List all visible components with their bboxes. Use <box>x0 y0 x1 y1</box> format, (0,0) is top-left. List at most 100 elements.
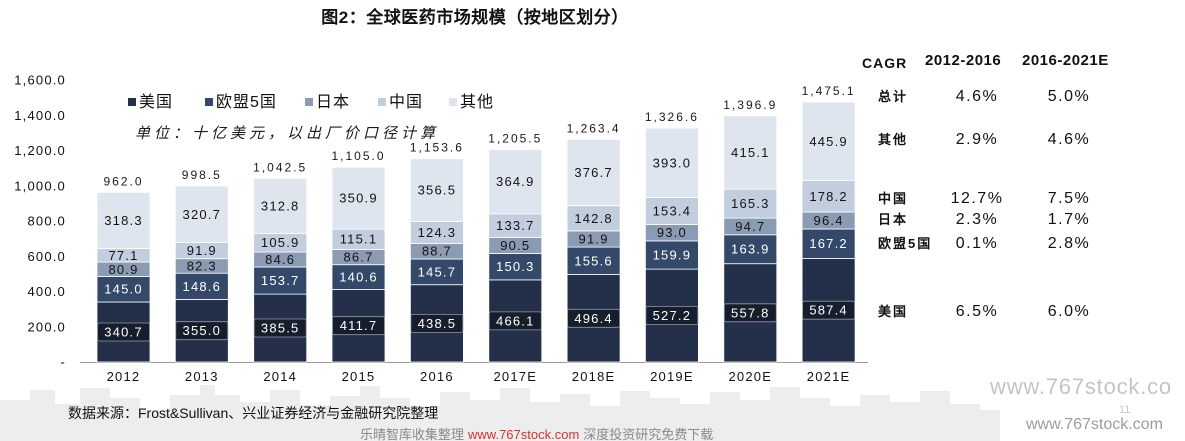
y-tick-label: 1,200.0 <box>14 143 66 158</box>
data-label-eu5-2020e: 163.9 <box>731 242 770 257</box>
data-label-japan-2017e: 90.5 <box>500 238 530 253</box>
y-tick-label: 200.0 <box>27 319 66 334</box>
cagr-header-label: CAGR <box>862 55 908 71</box>
data-label-box-us-2012 <box>97 322 150 342</box>
total-label-2019e: 1,326.6 <box>645 110 699 124</box>
total-label-2018e: 1,263.4 <box>567 121 621 135</box>
data-label-other-2013: 320.7 <box>183 207 222 222</box>
legend-item-us: 美国 <box>128 93 173 111</box>
legend-item-other: 其他 <box>449 93 493 111</box>
cagr-row-label: 中国 <box>878 191 909 206</box>
bar-segment-china-2021e <box>801 180 856 213</box>
legend-swatch-us <box>128 98 136 106</box>
data-label-us-2016: 438.5 <box>418 316 457 331</box>
data-label-china-2012: 77.1 <box>108 248 138 263</box>
cagr-header-period-1: 2012-2016 <box>925 52 1002 69</box>
x-tick-label-2014: 2014 <box>263 369 297 384</box>
site-watermark-small: www.767stock.com <box>1026 416 1163 433</box>
data-label-us-2014: 385.5 <box>261 321 300 336</box>
y-tick-label: - <box>60 355 66 370</box>
legend-label-japan: 日本 <box>316 93 350 111</box>
data-label-japan-2019e: 93.0 <box>657 225 687 240</box>
chart-legend: 美国 欧盟5国 日本 中国 其他 <box>128 93 493 111</box>
bar-segment-other-2017e <box>488 149 543 215</box>
data-label-us-2020e: 557.8 <box>731 305 770 320</box>
legend-swatch-china <box>378 98 386 106</box>
data-label-box-us-2015 <box>332 316 385 336</box>
legend-swatch-other <box>449 98 457 106</box>
data-label-us-2019e: 527.2 <box>653 308 692 323</box>
data-label-japan-2020e: 94.7 <box>735 219 765 234</box>
data-label-eu5-2017e: 150.3 <box>496 259 535 274</box>
x-axis-ticks: 2012 2013 2014 2015 2016 2017E 2018E 2019E 2020E… <box>107 369 851 384</box>
bar-segment-eu5-2016 <box>409 258 464 286</box>
legend-swatch-japan <box>305 98 313 106</box>
data-label-us-2015: 411.7 <box>340 318 378 333</box>
total-label-2012: 962.0 <box>103 174 143 188</box>
data-label-us-2018e: 496.4 <box>574 311 613 326</box>
data-label-china-2019e: 153.4 <box>653 204 692 219</box>
bar-segment-other-2013 <box>174 185 229 243</box>
legend-item-eu5: 欧盟5国 <box>205 93 277 111</box>
data-label-box-us-2014 <box>253 318 307 338</box>
data-label-china-2018e: 142.8 <box>574 211 613 226</box>
footer-watermark: 乐晴智库收集整理 www.767stock.com 深度投资研究免费下载 <box>360 428 717 441</box>
bar-segment-other-2015 <box>331 166 386 230</box>
bar-segment-other-2020e <box>723 115 778 190</box>
x-tick-label-2017e: 2017E <box>494 369 538 384</box>
cagr-value: 7.5% <box>1047 190 1091 207</box>
cagr-value: 1.7% <box>1047 211 1091 228</box>
cagr-value: 4.6% <box>955 88 999 105</box>
footer-watermark-left: 乐晴智库收集整理 <box>360 427 465 441</box>
data-label-japan-2013: 82.3 <box>187 259 217 274</box>
total-label-2020e: 1,396.9 <box>723 98 777 112</box>
total-label-2021e: 1,475.1 <box>802 84 856 98</box>
cagr-value: 6.0% <box>1047 303 1091 320</box>
legend-label-eu5: 欧盟5国 <box>216 93 277 111</box>
data-label-eu5-2013: 148.6 <box>183 279 222 294</box>
total-label-2017e: 1,205.5 <box>488 132 542 146</box>
data-label-china-2021e: 178.2 <box>809 189 848 204</box>
data-source-note: 数据来源：Frost&Sullivan、兴业证券经济与金融研究院整理 <box>68 405 439 421</box>
y-tick-label: 800.0 <box>27 214 66 229</box>
cagr-row-label: 美国 <box>878 304 909 319</box>
data-label-china-2015: 115.1 <box>340 232 378 247</box>
bar-segment-eu5-2015 <box>331 264 386 290</box>
footer-watermark-url: www.767stock.com <box>468 427 580 441</box>
bar-segment-eu5-2012 <box>96 275 151 303</box>
data-label-other-2015: 350.9 <box>339 191 378 206</box>
data-label-eu5-2019e: 159.9 <box>653 248 692 263</box>
data-label-box-us-2018e <box>567 308 620 328</box>
cagr-row-label: 欧盟5国 <box>878 236 933 251</box>
data-label-other-2014: 312.8 <box>261 198 300 213</box>
data-label-eu5-2015: 140.6 <box>339 270 378 285</box>
x-tick-label-2020e: 2020E <box>729 369 773 384</box>
bar-segment-eu5-2013 <box>174 272 229 300</box>
data-label-japan-2012: 80.9 <box>108 262 138 277</box>
data-label-box-us-2017e <box>488 311 542 331</box>
data-label-other-2012: 318.3 <box>104 213 143 228</box>
bar-segment-other-2021e <box>801 101 856 181</box>
data-label-eu5-2014: 153.7 <box>261 273 300 288</box>
bar-segment-eu5-2014 <box>253 266 308 295</box>
data-labels: 340.7 145.0 80.977.1 318.3 962.0 355.0 148.6 82… <box>97 84 856 342</box>
data-label-eu5-2016: 145.7 <box>418 264 457 279</box>
cagr-row-label: 其他 <box>878 132 909 147</box>
data-label-box-us-2019e <box>645 306 699 325</box>
legend-label-china: 中国 <box>389 93 423 111</box>
x-tick-label-2021e: 2021E <box>807 369 851 384</box>
bar-segment-eu5-2017e <box>488 252 543 281</box>
data-label-other-2020e: 415.1 <box>731 145 770 160</box>
legend-swatch-eu5 <box>205 98 213 106</box>
data-label-japan-2018e: 91.9 <box>579 232 609 247</box>
data-label-us-2012: 340.7 <box>104 325 143 340</box>
data-label-china-2020e: 165.3 <box>731 196 770 211</box>
y-axis-ticks: - 200.0 400.0 600.0 800.0 1,000.0 1,200.0 1,400… <box>14 73 66 370</box>
footer-watermark-right: 深度投资研究免费下载 <box>583 427 714 441</box>
x-tick-label-2016: 2016 <box>420 369 454 384</box>
legend-label-us: 美国 <box>139 93 173 111</box>
y-tick-label: 400.0 <box>27 284 66 299</box>
cagr-value: 5.0% <box>1047 88 1091 105</box>
